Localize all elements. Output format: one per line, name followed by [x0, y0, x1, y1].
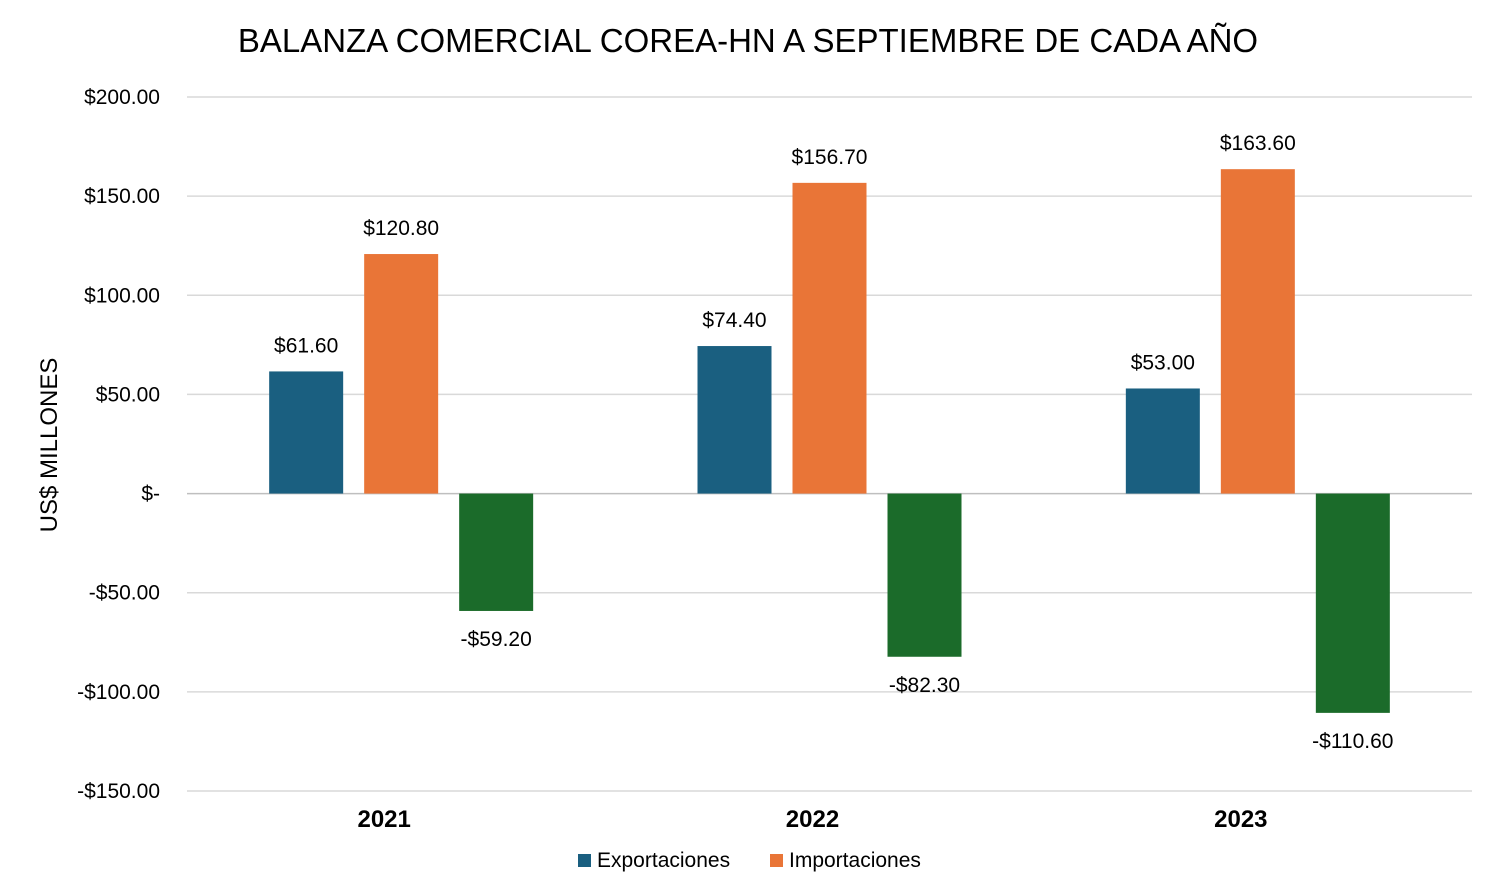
y-tick-label: $100.00 [84, 284, 160, 307]
y-axis-ticks: $200.00 $150.00 $100.00 $50.00 $- -$50.00 -$10… [77, 86, 160, 803]
data-label: $156.70 [792, 146, 868, 169]
bar-exportaciones-2023 [1125, 388, 1200, 494]
data-label: $120.80 [363, 217, 439, 240]
y-tick-label: -$150.00 [77, 780, 160, 803]
x-tick-label: 2021 [357, 806, 410, 833]
y-tick-label: -$100.00 [77, 681, 160, 704]
bar-balance-2023 [1315, 493, 1390, 713]
legend-swatch [578, 854, 591, 867]
y-tick-label: $200.00 [84, 86, 160, 109]
legend-swatch [770, 854, 783, 867]
bar-importaciones-2021 [364, 254, 439, 494]
bar-balance-2021 [459, 493, 534, 611]
data-label: $53.00 [1131, 351, 1195, 374]
chart-title: BALANZA COMERCIAL COREA-HN A SEPTIEMBRE … [238, 22, 1258, 59]
y-tick-label: $50.00 [96, 383, 160, 406]
y-tick-label: -$50.00 [89, 582, 160, 605]
x-axis-ticks: 2021 2022 2023 [357, 806, 1267, 833]
bar-exportaciones-2021 [269, 371, 344, 494]
bar-balance-2022 [887, 493, 962, 657]
x-tick-label: 2022 [786, 806, 839, 833]
data-label: -$110.60 [1312, 730, 1393, 753]
data-label: $61.60 [274, 334, 338, 357]
data-label: -$82.30 [889, 674, 960, 697]
y-tick-label: $150.00 [84, 185, 160, 208]
legend-label: Importaciones [789, 849, 921, 872]
data-labels: $61.60 $120.80 -$59.20 $74.40 $156.70 -$82.30… [274, 132, 1393, 753]
bar-importaciones-2023 [1220, 169, 1295, 494]
bar-importaciones-2022 [792, 182, 867, 494]
bar-exportaciones-2022 [697, 346, 772, 494]
bars [269, 169, 1390, 713]
y-axis-label: US$ MILLONES [36, 358, 63, 533]
legend-label: Exportaciones [597, 849, 730, 872]
data-label: $74.40 [702, 309, 766, 332]
y-tick-label: $- [141, 483, 160, 506]
data-label: -$59.20 [461, 628, 532, 651]
legend: Exportaciones Importaciones [578, 849, 921, 872]
data-label: $163.60 [1220, 132, 1296, 155]
x-tick-label: 2023 [1214, 806, 1267, 833]
